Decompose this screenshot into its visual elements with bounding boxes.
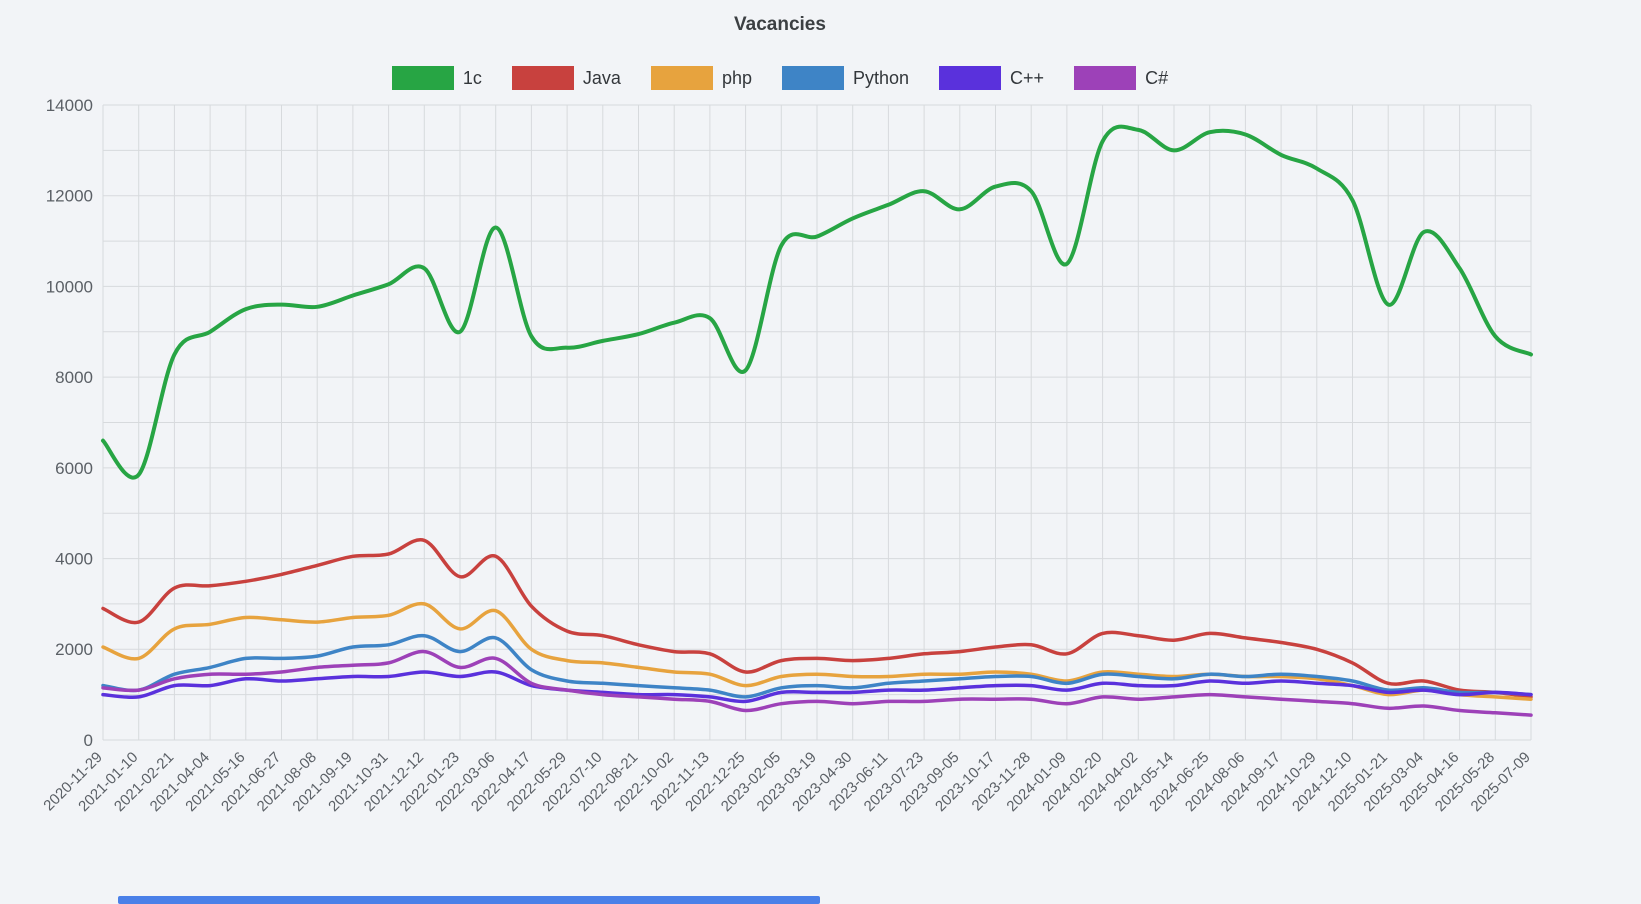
y-axis-labels: 0 2000 4000 6000 8000 10000 12000 14000 <box>46 96 93 750</box>
legend-label: Python <box>853 67 910 88</box>
legend-item-php[interactable]: php <box>650 66 752 90</box>
legend-item-1c[interactable]: 1c <box>391 66 482 90</box>
svg-text:12000: 12000 <box>46 187 93 206</box>
series-line-Python <box>101 633 1533 699</box>
legend-swatch-Python <box>782 66 844 90</box>
series-line-php <box>101 601 1533 701</box>
chart-legend: 1c Java php Python C++ C# <box>0 66 1560 90</box>
legend-swatch-C# <box>1074 66 1137 90</box>
series-line-C# <box>101 649 1533 717</box>
svg-text:6000: 6000 <box>55 459 93 478</box>
legend-swatch-C++ <box>939 66 1002 90</box>
legend-swatch-1c <box>391 66 454 90</box>
series-line-C++ <box>101 670 1533 704</box>
svg-text:14000: 14000 <box>46 96 93 115</box>
series-line-Java <box>101 538 1533 699</box>
svg-text:2000: 2000 <box>55 640 93 659</box>
legend-item-C#[interactable]: C# <box>1074 66 1168 90</box>
svg-text:4000: 4000 <box>55 550 93 569</box>
legend-label: Java <box>582 67 621 88</box>
svg-text:0: 0 <box>84 731 93 750</box>
legend-label: C# <box>1145 67 1169 88</box>
grid-lines <box>102 104 1532 741</box>
horizontal-scrollbar-thumb[interactable] <box>118 896 820 904</box>
legend-item-Python[interactable]: Python <box>782 66 909 90</box>
legend-item-Java[interactable]: Java <box>511 66 621 90</box>
legend-label: 1c <box>462 67 482 88</box>
series-line-1c <box>101 124 1533 480</box>
svg-text:10000: 10000 <box>46 277 93 296</box>
legend-swatch-Java <box>511 66 574 90</box>
svg-text:8000: 8000 <box>55 368 93 387</box>
x-axis-labels: 2020-11-292021-01-102021-02-212021-04-04… <box>40 749 1533 815</box>
series-lines <box>101 124 1533 717</box>
legend-item-C++[interactable]: C++ <box>939 66 1044 90</box>
legend-swatch-php <box>650 66 713 90</box>
chart-title: Vacancies <box>734 14 826 35</box>
legend-label: php <box>721 67 752 88</box>
legend-label: C++ <box>1010 67 1045 88</box>
